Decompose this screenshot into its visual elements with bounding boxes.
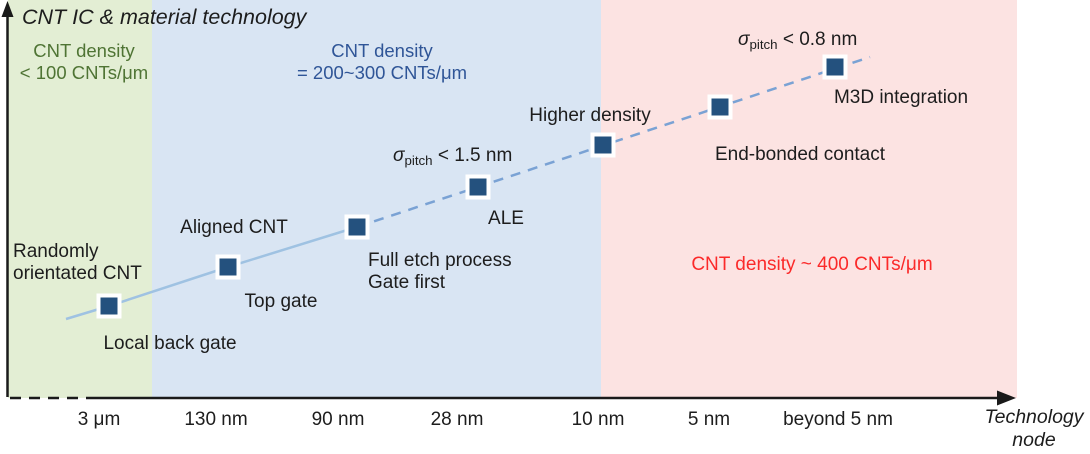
x-axis-arrow-icon (997, 390, 1016, 406)
label-sigma-pitch-0-8: σpitch < 0.8 nm (738, 29, 857, 52)
data-point-local-back-gate (96, 293, 122, 319)
label-blue-region-label: CNT density = 200~300 CNTs/μm (297, 40, 467, 83)
label-end-bonded-label: End-bonded contact (715, 144, 886, 165)
label-randomly-orientated-cnt: Randomly orientated CNT (13, 241, 142, 284)
tick-label-beyond-5-nm: beyond 5 nm (783, 409, 893, 430)
label-local-back-gate-label: Local back gate (103, 333, 236, 354)
label-m3d-label: M3D integration (834, 87, 968, 108)
label-sigma-pitch-1-5: σpitch < 1.5 nm (393, 145, 512, 168)
tick-label-5-nm: 5 nm (688, 409, 730, 430)
tick-label-28-nm: 28 nm (431, 409, 484, 430)
data-point-ale (465, 174, 491, 200)
label-full-etch-label: Full etch process Gate first (368, 250, 512, 293)
label-ale-label: ALE (488, 208, 524, 229)
label-x-axis-title: Technology node (984, 406, 1084, 451)
tick-label-10-nm: 10 nm (572, 409, 625, 430)
label-green-region-label: CNT density < 100 CNTs/μm (20, 40, 148, 83)
region-high-density (601, 0, 1017, 398)
tick-label-90-nm: 90 nm (312, 409, 365, 430)
region-low-density (8, 0, 152, 398)
data-point-m3d-integration (822, 54, 848, 80)
data-point-full-etch-process (344, 214, 370, 240)
label-figure-title: CNT IC & material technology (22, 5, 308, 29)
tick-label-130-nm: 130 nm (184, 409, 247, 430)
data-point-end-bonded-contact (707, 94, 733, 120)
label-aligned-cnt: Aligned CNT (180, 217, 288, 238)
region-mid-density (152, 0, 601, 398)
trend-line-solid (65, 225, 358, 321)
label-red-region-label: CNT density ~ 400 CNTs/μm (691, 254, 932, 275)
y-axis-arrow-icon (1, 1, 14, 17)
data-point-top-gate (215, 254, 241, 280)
label-higher-density-label: Higher density (529, 105, 651, 126)
tick-label-3-um: 3 μm (78, 409, 121, 430)
label-top-gate-label: Top gate (245, 291, 318, 312)
data-point-higher-density (590, 132, 616, 158)
